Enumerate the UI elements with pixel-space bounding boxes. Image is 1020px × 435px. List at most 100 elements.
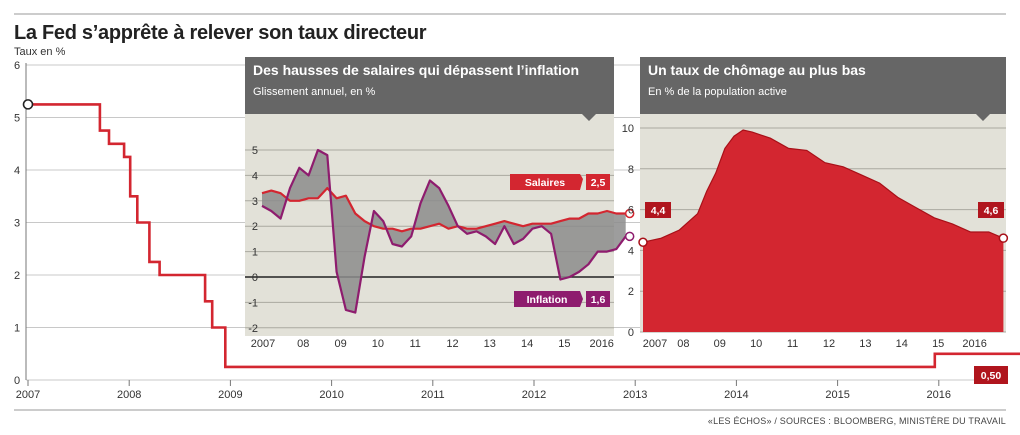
unemployment-x-tick-label: 14 — [896, 338, 908, 350]
fed-x-tick-labels: 2007 2008 2009 2010 2011 2012 2013 2014 2015 2016 — [16, 380, 951, 401]
unemployment-x-tick-label: 2007 — [643, 338, 667, 350]
unemployment-y-tick-label: 6 — [628, 205, 634, 217]
unemployment-y-tick-label: 0 — [628, 327, 634, 339]
wages-panel-subtitle: Glissement annuel, en % — [253, 86, 376, 98]
fed-end-label-text: 0,50 — [981, 370, 1002, 382]
fed-y-tick-label: 2 — [14, 270, 20, 282]
fed-end-label-box — [974, 366, 1008, 384]
unemployment-y-tick-label: 2 — [628, 286, 634, 298]
wages-x-tick-label: 12 — [446, 338, 458, 350]
fed-x-tick-label: 2008 — [117, 389, 141, 401]
fed-x-tick-label: 2013 — [623, 389, 647, 401]
wages-x-tick-label: 13 — [484, 338, 496, 350]
wages-inflation-gap-fill — [262, 150, 626, 313]
fed-start-marker — [22, 99, 34, 110]
wages-x-tick-label: 10 — [372, 338, 384, 350]
fed-y-tick-label: 3 — [14, 218, 20, 230]
inflation-end-marker — [624, 231, 635, 242]
fed-end-label: 0,50 — [974, 366, 1008, 384]
wages-y-tick-label: 3 — [252, 196, 258, 208]
chart-title: La Fed s’apprête à relever son taux dire… — [14, 22, 427, 44]
salaires-line — [261, 187, 626, 233]
unemployment-value-labels: 4,4 4,6 — [645, 202, 1004, 218]
fed-x-tick-label: 2010 — [319, 389, 343, 401]
wages-y-tick-label: 4 — [252, 170, 258, 182]
fed-x-tick-label: 2015 — [825, 389, 849, 401]
fed-x-tick-label: 2009 — [218, 389, 242, 401]
unemployment-end-value: 4,6 — [984, 205, 999, 217]
unemployment-x-tick-label: 10 — [750, 338, 762, 350]
wages-y-tick-label: 2 — [252, 221, 258, 233]
wages-x-tick-label: 2007 — [251, 338, 275, 350]
unemployment-panel-title: Un taux de chômage au plus bas — [648, 62, 866, 78]
wages-gap-area — [262, 150, 626, 313]
unemployment-x-tick-label: 2016 — [962, 338, 986, 350]
wages-panel-title: Des hausses de salaires qui dépassent l’… — [253, 62, 579, 78]
fed-x-tick-label: 2014 — [724, 389, 748, 401]
unemployment-line — [642, 129, 1004, 243]
unemployment-fill — [643, 130, 1004, 332]
wages-x-tick-label: 14 — [521, 338, 533, 350]
wages-panel-header — [245, 57, 614, 121]
unemployment-y-tick-label: 4 — [628, 245, 634, 257]
unemployment-panel: 0 2 4 6 8 10 2007 08 09 10 11 12 13 14 15 2016 Un taux… — [622, 57, 1009, 350]
unemployment-start-box — [645, 202, 671, 218]
wages-x-tick-label: 09 — [334, 338, 346, 350]
wages-x-tick-label: 08 — [297, 338, 309, 350]
fed-y-tick-label: 0 — [14, 375, 20, 387]
fed-y-tick-label: 1 — [14, 323, 20, 335]
unemployment-y-tick-label: 8 — [628, 164, 634, 176]
fed-x-tick-label: 2007 — [16, 389, 40, 401]
unemployment-end-box — [978, 202, 1004, 218]
fed-x-tick-label: 2011 — [421, 389, 445, 401]
fed-y-tick-label: 5 — [14, 113, 20, 125]
wages-y-tick-label: -1 — [248, 297, 258, 309]
salaires-series-name: Salaires — [525, 177, 565, 189]
unemployment-y-tick-label: 10 — [622, 123, 634, 135]
unemployment-x-tick-label: 08 — [677, 338, 689, 350]
fed-x-tick-label: 2016 — [927, 389, 951, 401]
unemployment-x-tick-label: 09 — [714, 338, 726, 350]
unemployment-x-tick-label: 12 — [823, 338, 835, 350]
unemployment-panel-subtitle: En % de la population active — [648, 86, 787, 98]
fed-rate-line — [22, 99, 1020, 369]
salaires-end-marker — [624, 208, 635, 219]
salaires-end-value: 2,5 — [591, 177, 606, 189]
wages-y-tick-labels: -2 -1 0 1 2 3 4 5 — [248, 145, 258, 335]
wages-series-lines — [261, 148, 635, 314]
salaires-value-box — [586, 174, 610, 190]
unemployment-x-tick-label: 13 — [859, 338, 871, 350]
wages-x-tick-labels: 2007 08 09 10 11 12 13 14 15 2016 — [251, 338, 614, 350]
inflation-value-box — [586, 291, 610, 307]
wages-series-labels: Salaires 2,5 Inflation 1,6 — [510, 174, 610, 307]
wages-x-tick-label: 2016 — [589, 338, 613, 350]
y-axis-unit: Taux en % — [14, 46, 66, 58]
wages-y-tick-label: 0 — [252, 272, 258, 284]
unemployment-start-marker — [638, 237, 648, 247]
fed-rate-step-line — [28, 103, 1020, 369]
unemployment-y-tick-labels: 0 2 4 6 8 10 — [622, 123, 634, 339]
unemployment-panel-header — [640, 57, 1006, 121]
unemployment-end-marker — [998, 233, 1009, 243]
source-note: «LES ÉCHOS» / SOURCES : BLOOMBERG, MINIS… — [707, 416, 1006, 426]
inflation-label-box — [514, 291, 583, 307]
fed-x-tick-label: 2012 — [522, 389, 546, 401]
wages-x-tick-label: 15 — [558, 338, 570, 350]
inflation-end-value: 1,6 — [591, 294, 606, 306]
fed-y-tick-labels: 0 1 2 3 4 5 6 — [14, 60, 20, 387]
fed-y-tick-label: 4 — [14, 165, 20, 177]
wages-x-tick-label: 11 — [409, 338, 420, 350]
inflation-series-name: Inflation — [527, 294, 568, 306]
wages-y-tick-label: 1 — [252, 247, 258, 259]
unemployment-x-tick-labels: 2007 08 09 10 11 12 13 14 15 2016 — [643, 338, 987, 350]
wages-y-tick-label: 5 — [252, 145, 258, 157]
salaires-label-box — [510, 174, 583, 190]
unemployment-area — [638, 129, 1009, 332]
inflation-line — [261, 148, 627, 314]
unemployment-start-value: 4,4 — [651, 205, 666, 217]
wages-y-tick-label: -2 — [248, 323, 258, 335]
fed-y-tick-label: 6 — [14, 60, 20, 72]
unemployment-x-tick-label: 11 — [787, 338, 798, 350]
